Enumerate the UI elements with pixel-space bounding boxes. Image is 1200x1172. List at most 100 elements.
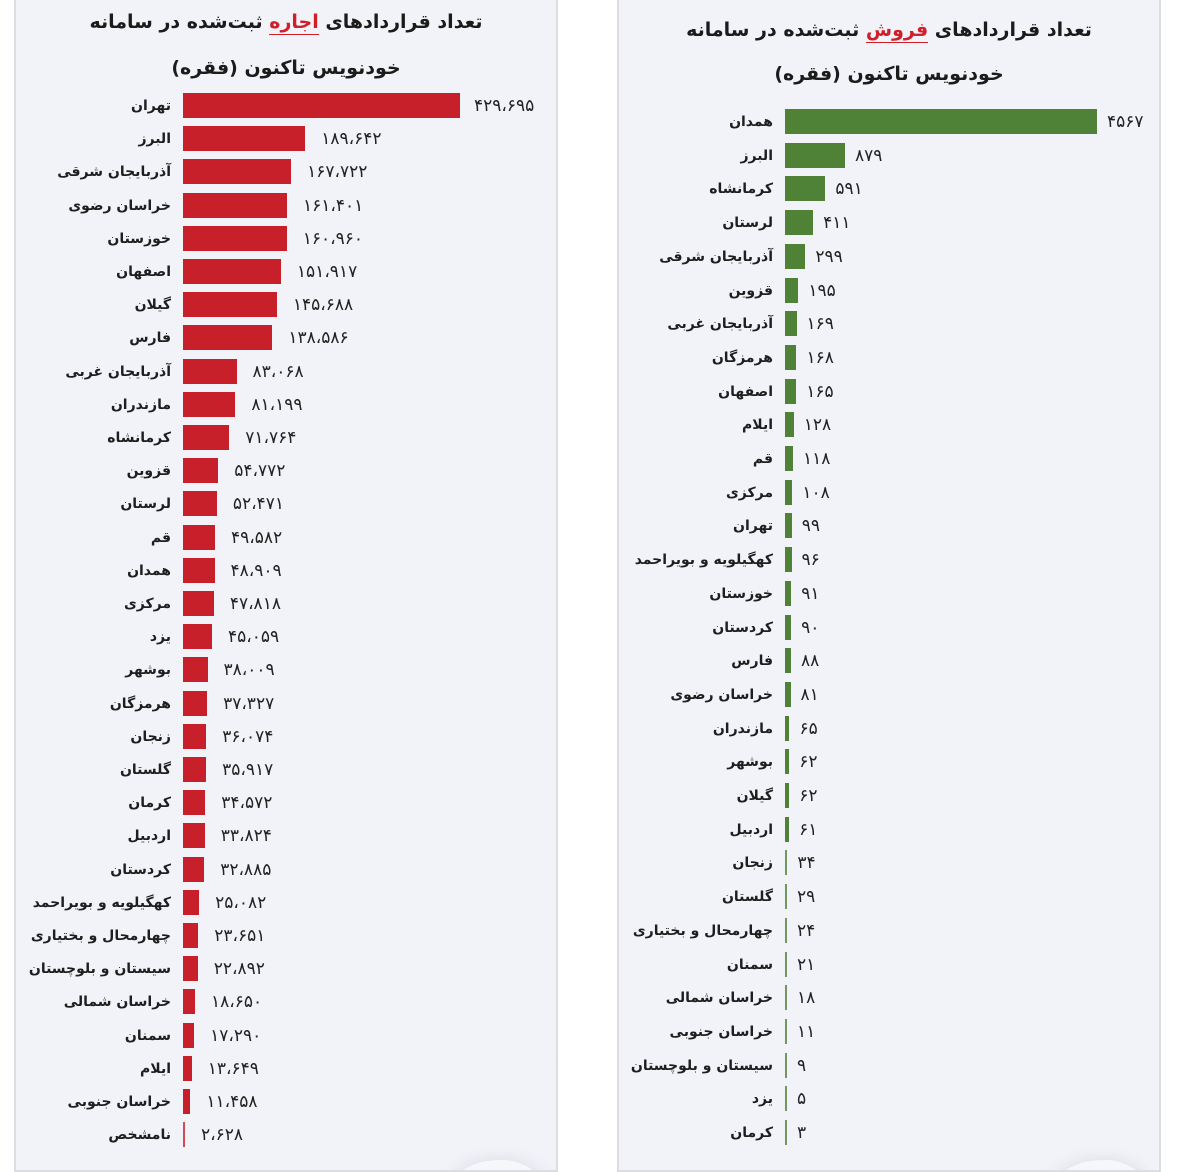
bar (183, 391, 236, 417)
bar (183, 723, 207, 749)
bar-row: تهران ۹۹ (619, 512, 1159, 540)
bar-row: نامشخص ۲،۶۲۸ (16, 1121, 556, 1149)
sale-chart-panel: فرهیختگان farhikhtegan تعداد قراردادهای … (617, 0, 1161, 1172)
category-label: گلستان (721, 889, 773, 906)
bar (183, 159, 292, 185)
category-label: کهگیلویه و بویراحمد (634, 552, 773, 569)
category-label: قم (150, 529, 171, 546)
value-label: ۷۱،۷۶۴ (245, 428, 297, 448)
category-label: خراسان رضوی (68, 197, 171, 214)
bar-row: گلستان ۲۹ (619, 883, 1159, 911)
value-label: ۱۶۱،۴۰۱ (303, 195, 364, 216)
bar-row: همدان ۴۵۶۷ (619, 108, 1159, 136)
bar (183, 956, 198, 982)
bar (183, 325, 273, 351)
value-label: ۸۳،۰۶۸ (252, 361, 304, 382)
bar (785, 277, 799, 303)
category-label: آذربایجان غربی (667, 316, 773, 333)
bar-row: کرمانشاه ۷۱،۷۶۴ (16, 424, 556, 452)
rent-chart-title: تعداد قراردادهای اجاره ثبت‌شده در سامانه (16, 8, 556, 36)
value-label: ۱۱۸ (803, 449, 831, 469)
value-label: ۱۰۸ (802, 482, 830, 503)
bar-row: آذربایجان غربی ۸۳،۰۶۸ (16, 358, 556, 386)
category-label: آذربایجان شرقی (57, 164, 171, 181)
bar-row: آذربایجان غربی ۱۶۹ (619, 310, 1159, 338)
value-label: ۳۶،۰۷۴ (222, 726, 274, 747)
value-label: ۲۳،۶۵۱ (214, 926, 266, 946)
bar (183, 358, 237, 384)
bar-row: ایلام ۱۲۸ (619, 411, 1159, 439)
bar-row: چهارمحال و بختیاری ۲۳،۶۵۱ (16, 922, 556, 950)
value-label: ۹۶ (801, 550, 820, 571)
bar (785, 850, 787, 876)
bar (785, 580, 792, 606)
value-label: ۳۴ (797, 853, 816, 874)
bar-row: کردستان ۹۰ (619, 614, 1159, 642)
value-label: ۳۲،۸۸۵ (220, 859, 272, 880)
bar-row: چهارمحال و بختیاری ۲۴ (619, 917, 1159, 945)
bar-row: گیلان ۶۲ (619, 782, 1159, 810)
category-label: فارس (731, 653, 773, 670)
bar (785, 378, 797, 404)
value-label: ۲۱ (797, 954, 816, 975)
value-label: ۱۳۸،۵۸۶ (288, 328, 349, 349)
bar-row: بوشهر ۳۸،۰۰۹ (16, 656, 556, 684)
category-label: تهران (131, 98, 171, 114)
watermark-persian: فرهیختگان (356, 1143, 556, 1170)
category-label: البرز (740, 147, 773, 164)
category-label: ایلام (140, 1060, 171, 1077)
bar-row: قم ۴۹،۵۸۲ (16, 524, 556, 552)
bar-row: خراسان شمالی ۱۸ (619, 984, 1159, 1012)
bar-row: یزد ۵ (619, 1085, 1159, 1113)
bar-row: سیستان و بلوچستان ۲۲،۸۹۲ (16, 955, 556, 983)
value-label: ۳۴،۵۷۲ (221, 793, 273, 814)
bar (785, 917, 787, 943)
value-label: ۴۵،۰۵۹ (228, 627, 280, 648)
bar (785, 884, 787, 910)
value-label: ۱۳،۶۴۹ (207, 1058, 259, 1079)
value-label: ۸۱،۱۹۹ (251, 394, 303, 415)
bar-row: خراسان جنوبی ۱۱،۴۵۸ (16, 1088, 556, 1116)
bar-row: زنجان ۳۶،۰۷۴ (16, 723, 556, 751)
bar-row: یزد ۴۵،۰۵۹ (16, 623, 556, 651)
category-label: کرمان (128, 795, 171, 812)
bar-row: زنجان ۳۴ (619, 849, 1159, 877)
category-label: سمنان (124, 1027, 171, 1044)
rent-chart-panel: فرهیختگان farhikhtegan تعداد قراردادهای … (14, 0, 558, 1172)
value-label: ۲۴ (797, 920, 816, 941)
bar-row: آذربایجان شرقی ۲۹۹ (619, 243, 1159, 271)
value-label: ۱۲۸ (803, 415, 832, 436)
bar (183, 624, 213, 650)
value-label: ۱۸ (797, 988, 816, 1009)
bar (785, 681, 791, 707)
sale-chart-subtitle: خودنویس تاکنون (فقره) (774, 63, 1004, 85)
value-label: ۱۴۵،۶۸۸ (292, 295, 354, 316)
bar (183, 292, 277, 318)
bar (183, 458, 219, 484)
value-label: ۸۱ (800, 684, 819, 705)
value-label: ۶۵ (799, 718, 818, 739)
bar (785, 344, 797, 370)
category-label: خوزستان (107, 230, 171, 247)
category-label: گیلان (736, 788, 773, 804)
value-label: ۱۶۰،۹۶۰ (302, 228, 364, 249)
bar-row: سمنان ۱۷،۲۹۰ (16, 1022, 556, 1050)
bar (183, 491, 217, 517)
value-label: ۵۴،۷۷۲ (234, 461, 286, 482)
title-highlight: فروش (865, 19, 929, 43)
value-label: ۸۸ (801, 651, 820, 672)
category-label: کرمانشاه (107, 430, 171, 446)
bar (785, 479, 793, 505)
bar (183, 1089, 191, 1114)
value-label: ۳۷،۳۲۷ (223, 693, 275, 714)
bar (183, 989, 196, 1015)
category-label: کردستان (110, 861, 171, 878)
bar (183, 225, 287, 251)
category-label: خراسان رضوی (670, 686, 773, 703)
value-label: ۳۸،۰۰۹ (223, 660, 275, 681)
bar-row: کرمان ۳ (619, 1119, 1159, 1147)
bar-row: گیلان ۱۴۵،۶۸۸ (16, 291, 556, 319)
value-label: ۶۲ (799, 786, 818, 806)
category-label: کردستان (712, 619, 773, 636)
bar (785, 243, 806, 269)
